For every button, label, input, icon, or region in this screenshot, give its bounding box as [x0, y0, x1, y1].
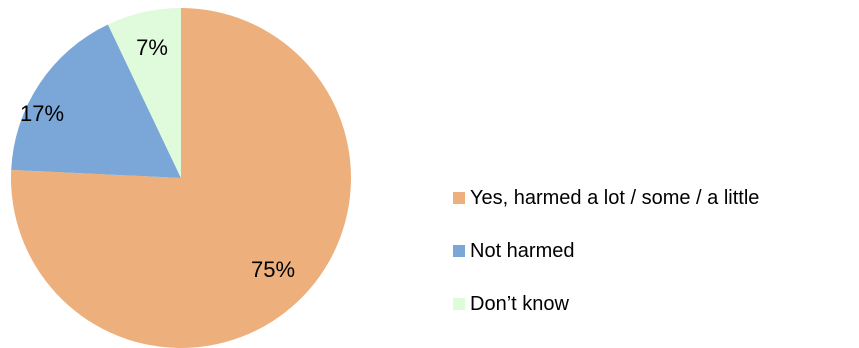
slice-not-harmed — [11, 24, 181, 178]
slice-dont-know — [107, 7, 181, 178]
legend-swatch-yes — [453, 192, 465, 204]
legend: Yes, harmed a lot / some / a little Not … — [453, 187, 759, 315]
pie-slices — [10, 7, 351, 348]
legend-swatch-not-harmed — [453, 245, 465, 257]
legend-label-dont-know: Don’t know — [470, 293, 569, 315]
slice-label-dont-know: 7% — [136, 35, 168, 60]
slice-label-yes: 75% — [251, 257, 295, 282]
legend-swatch-dont-know — [453, 298, 465, 310]
slice-yes — [10, 8, 351, 348]
pie-slice-labels: 75% 17% 7% — [20, 35, 295, 282]
slice-label-not-harmed: 17% — [20, 101, 64, 126]
legend-label-yes: Yes, harmed a lot / some / a little — [470, 187, 759, 209]
legend-label-not-harmed: Not harmed — [470, 240, 575, 262]
